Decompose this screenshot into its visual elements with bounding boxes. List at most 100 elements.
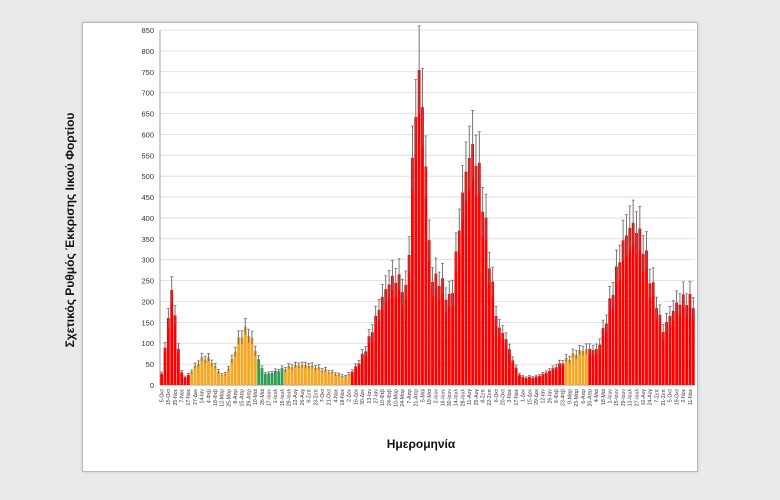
x-tick-label: 7-Απρ — [407, 389, 413, 404]
bar — [414, 117, 418, 386]
x-tick-label: 10-Μαρ — [394, 389, 400, 407]
bar — [661, 331, 665, 385]
bar — [427, 240, 431, 385]
y-tick-label: 250 — [141, 277, 154, 286]
bar — [377, 309, 381, 385]
x-tick-label: 15-Δεκ — [527, 389, 533, 405]
x-tick-label: 22-Σεπ — [487, 389, 493, 406]
x-tick-label: 6-Απρ — [581, 389, 587, 404]
bar — [534, 376, 538, 385]
bar — [367, 336, 371, 385]
bar — [615, 266, 618, 385]
x-tick-label: 9-Σεπ — [307, 389, 313, 403]
bar — [390, 275, 394, 385]
x-tick-label: 9-Μαρ — [567, 389, 573, 404]
bar — [685, 305, 689, 385]
y-tick-label: 700 — [141, 89, 154, 98]
bar — [481, 211, 485, 385]
x-tick-label: 2-Νοε — [681, 388, 687, 402]
bar — [501, 333, 505, 385]
bar — [628, 227, 632, 385]
bar — [334, 374, 337, 385]
bar — [344, 376, 347, 385]
bar — [314, 367, 317, 385]
y-tick-label: 100 — [141, 339, 154, 348]
x-tick-label: 3-Νοε — [507, 388, 513, 402]
x-tick-label: 17-Νοε — [514, 388, 520, 405]
bar — [203, 359, 207, 385]
bar — [441, 278, 444, 385]
x-tick-label: 13-Ιαν — [367, 389, 373, 404]
bar — [451, 293, 454, 385]
bar — [681, 294, 685, 385]
bar — [340, 375, 344, 385]
x-tick-label: 1-Ιουλ — [273, 389, 279, 404]
bar — [257, 359, 261, 385]
bar — [317, 367, 321, 385]
bar — [270, 373, 274, 385]
y-tick-label: 750 — [141, 68, 154, 77]
x-tick-label: 23-Μαρ — [574, 389, 580, 407]
bar — [307, 365, 311, 385]
bar — [160, 373, 164, 385]
bar — [611, 294, 615, 385]
x-tick-label: 15-Απρ — [240, 389, 246, 407]
bar — [240, 337, 244, 385]
y-tick-label: 0 — [150, 381, 154, 390]
bar — [635, 233, 638, 385]
bar — [474, 165, 478, 385]
x-tick-label: 12-Ιαν — [541, 389, 547, 404]
x-tick-label: 24-Φεβ — [387, 389, 393, 406]
x-tick-label: 29-Δεκ — [534, 389, 540, 405]
bar — [601, 328, 605, 385]
bar — [360, 353, 364, 385]
y-tick-label: 550 — [141, 151, 154, 160]
bar — [253, 350, 257, 385]
bar — [581, 350, 585, 385]
bar — [237, 337, 240, 385]
x-tick-label: 6-Οκτ — [494, 389, 500, 402]
x-tick-label: 27-Ιαν — [373, 389, 379, 404]
y-tick-label: 300 — [141, 256, 154, 265]
bar — [347, 374, 351, 385]
bar — [484, 217, 488, 385]
bar — [370, 332, 374, 385]
bar — [387, 284, 391, 385]
bar — [518, 374, 521, 385]
x-tick-label: 16-Δεκ — [353, 389, 359, 405]
y-tick-label: 50 — [146, 360, 154, 369]
x-tick-label: 19-Οκτ — [674, 389, 680, 405]
x-tick-label: 7-Σεπ — [654, 389, 660, 403]
x-tick-label: 4-Νοε — [333, 388, 339, 402]
bar — [207, 357, 210, 385]
bar — [200, 357, 204, 385]
bar — [173, 315, 177, 385]
bar — [645, 250, 648, 385]
x-tick-label: 13-Ιουλ — [628, 389, 634, 407]
bar — [591, 350, 595, 385]
bar — [324, 369, 327, 385]
x-tick-label: 18-Φεβ — [213, 389, 219, 406]
bar — [508, 349, 511, 385]
bar — [497, 327, 501, 385]
bar — [197, 363, 200, 385]
bar — [437, 285, 441, 385]
x-tick-label: 2-Δεκ — [347, 389, 353, 402]
bar — [544, 372, 548, 385]
bar — [267, 373, 271, 385]
x-tick-label: 12-Μαρ — [220, 389, 226, 407]
bar — [290, 367, 294, 385]
bar — [541, 373, 545, 385]
bar — [578, 350, 582, 385]
x-tick-label: 2-Ιουν — [434, 389, 440, 404]
bar — [263, 374, 267, 385]
bar — [273, 370, 277, 385]
bar — [447, 293, 451, 385]
y-tick-label: 600 — [141, 130, 154, 139]
bar — [417, 69, 421, 386]
bar — [598, 344, 602, 385]
bar — [217, 371, 220, 385]
bar — [277, 371, 281, 385]
bar — [568, 359, 572, 385]
